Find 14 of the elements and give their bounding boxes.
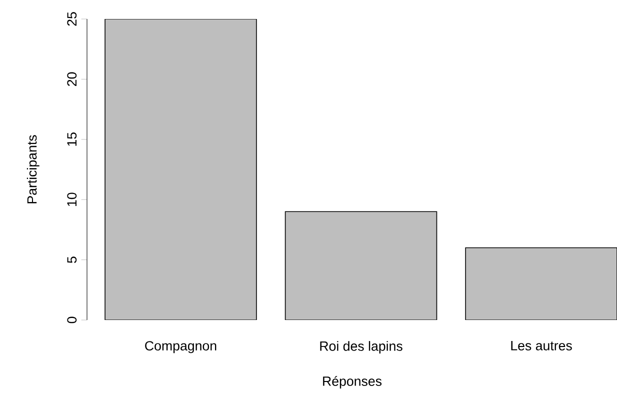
y-tick-label: 20: [67, 72, 77, 86]
y-tick-label: 15: [67, 132, 77, 146]
y-tick-label: 10: [67, 192, 77, 206]
y-axis-title: Participants: [26, 135, 40, 204]
bar: [465, 247, 617, 320]
bar: [284, 211, 438, 320]
y-tick-label: 0: [67, 316, 77, 324]
x-axis-title: Réponses: [323, 376, 382, 389]
y-tick-label: 5: [67, 256, 77, 263]
y-tick-label: 25: [67, 12, 77, 26]
x-tick-label: Roi des lapins: [320, 341, 402, 354]
bar: [104, 19, 257, 320]
x-tick-label: Les autres: [511, 341, 572, 350]
x-tick-label: Compagnon: [145, 341, 216, 354]
